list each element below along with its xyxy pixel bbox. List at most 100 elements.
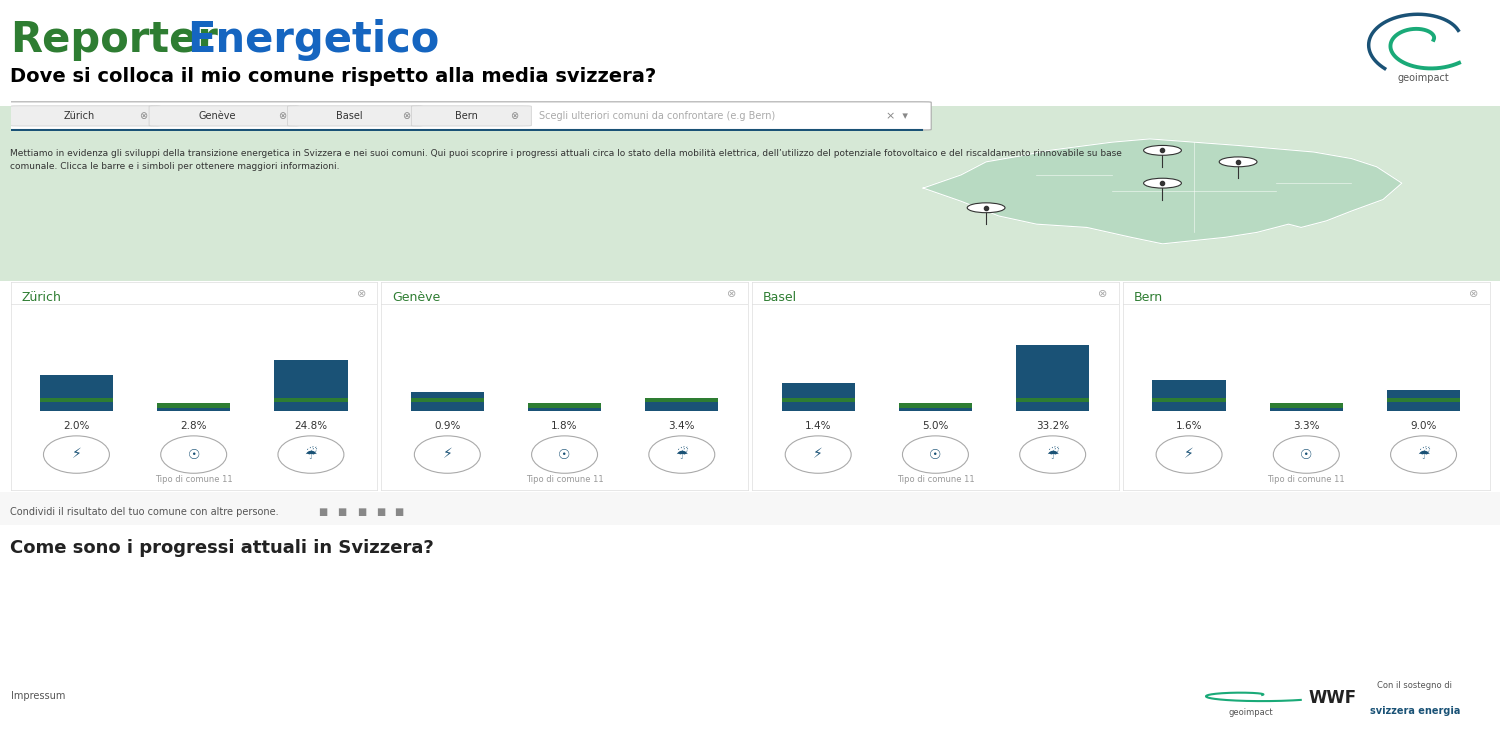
- FancyBboxPatch shape: [411, 106, 531, 126]
- Text: ☔: ☔: [1047, 448, 1059, 461]
- Text: Con il sostegno di: Con il sostegno di: [1377, 681, 1452, 690]
- Text: Mettiamo in evidenza gli sviluppi della transizione energetica in Svizzera e nei: Mettiamo in evidenza gli sviluppi della …: [10, 149, 1122, 157]
- Text: ⊗: ⊗: [1098, 289, 1107, 300]
- Bar: [1388, 390, 1460, 411]
- Text: Tipo di comune 11: Tipo di comune 11: [1268, 475, 1346, 483]
- Text: ⓘ: ⓘ: [525, 646, 531, 656]
- FancyBboxPatch shape: [0, 0, 1500, 106]
- Text: ☉: ☉: [1300, 448, 1312, 461]
- Bar: [274, 397, 348, 402]
- Text: ■: ■: [357, 507, 366, 517]
- FancyBboxPatch shape: [2, 102, 932, 130]
- Text: Scegli ulteriori comuni da confrontare (e.g Bern): Scegli ulteriori comuni da confrontare (…: [538, 111, 776, 121]
- Circle shape: [784, 436, 850, 473]
- Polygon shape: [922, 139, 1402, 243]
- Text: 31.3%: 31.3%: [1083, 594, 1227, 636]
- Text: geoimpact: geoimpact: [1398, 73, 1449, 82]
- Text: svizzera energia: svizzera energia: [1370, 706, 1460, 716]
- Text: 1.4%: 1.4%: [806, 421, 831, 432]
- Circle shape: [968, 203, 1005, 213]
- FancyBboxPatch shape: [0, 281, 1500, 492]
- Text: ☉: ☉: [188, 448, 200, 461]
- Circle shape: [1252, 581, 1500, 645]
- Circle shape: [414, 436, 480, 473]
- Text: Riscaldamento rinnovabile: Riscaldamento rinnovabile: [1029, 572, 1178, 582]
- FancyBboxPatch shape: [0, 492, 1500, 525]
- Text: 1.6%: 1.6%: [1176, 421, 1203, 432]
- Circle shape: [753, 581, 1044, 645]
- Text: Reporter: Reporter: [10, 19, 219, 61]
- Bar: [411, 392, 485, 411]
- Bar: [411, 397, 485, 402]
- Text: Genève: Genève: [393, 292, 441, 305]
- Text: 24.8%: 24.8%: [294, 421, 327, 432]
- Text: ■: ■: [376, 507, 386, 517]
- Bar: [40, 375, 112, 411]
- Text: 3.4%: 3.4%: [669, 421, 694, 432]
- Text: ☉: ☉: [884, 596, 914, 630]
- Text: Tipo di comune 11: Tipo di comune 11: [897, 475, 974, 483]
- Text: 2.8%: 2.8%: [180, 421, 207, 432]
- Text: Condividi il risultato del tuo comune con altre persone.: Condividi il risultato del tuo comune co…: [10, 507, 279, 517]
- FancyBboxPatch shape: [0, 667, 1500, 729]
- Bar: [782, 397, 855, 402]
- Bar: [645, 397, 718, 402]
- Text: COOKIES: COOKIES: [30, 713, 60, 720]
- FancyBboxPatch shape: [0, 106, 1500, 281]
- Text: 33.2%: 33.2%: [1036, 421, 1070, 432]
- Circle shape: [160, 436, 226, 473]
- FancyBboxPatch shape: [0, 525, 1500, 561]
- Text: ⚡: ⚡: [1184, 448, 1194, 461]
- FancyBboxPatch shape: [10, 106, 160, 126]
- Bar: [782, 383, 855, 411]
- Bar: [528, 403, 602, 408]
- Circle shape: [44, 436, 110, 473]
- Bar: [1388, 397, 1460, 402]
- Text: ■: ■: [318, 507, 327, 517]
- Text: ⚡: ⚡: [72, 448, 81, 461]
- Text: ⚡: ⚡: [387, 596, 411, 630]
- Text: 1.4%: 1.4%: [99, 594, 214, 636]
- Text: comunale. Clicca le barre e i simboli per ottenere maggiori informazioni.: comunale. Clicca le barre e i simboli pe…: [10, 162, 340, 171]
- Circle shape: [1220, 157, 1257, 167]
- FancyBboxPatch shape: [288, 106, 423, 126]
- Text: ⓘ: ⓘ: [1024, 646, 1030, 656]
- Text: ⊗: ⊗: [728, 289, 736, 300]
- Circle shape: [1274, 436, 1340, 473]
- Text: ⊗: ⊗: [1468, 289, 1479, 300]
- Text: ☉: ☉: [558, 448, 572, 461]
- Text: ⓘ: ⓘ: [26, 646, 32, 656]
- Circle shape: [1156, 436, 1222, 473]
- Text: Tipo di comune 11: Tipo di comune 11: [525, 475, 603, 483]
- Text: 3.3%: 3.3%: [1293, 421, 1320, 432]
- Text: Tipo di comune 11: Tipo di comune 11: [154, 475, 232, 483]
- Text: Basel: Basel: [336, 111, 363, 121]
- Text: Mobilità elettrica: Mobilità elettrica: [30, 572, 124, 582]
- Bar: [898, 405, 972, 411]
- Text: ⊗: ⊗: [278, 111, 286, 121]
- Text: ⚡: ⚡: [813, 448, 824, 461]
- FancyBboxPatch shape: [148, 106, 298, 126]
- Circle shape: [1143, 146, 1182, 155]
- Bar: [1269, 405, 1342, 411]
- Bar: [1152, 397, 1226, 402]
- Text: Energetico: Energetico: [188, 19, 440, 61]
- Text: 5.0%: 5.0%: [922, 421, 948, 432]
- Bar: [40, 397, 112, 402]
- Text: 5.1%: 5.1%: [598, 594, 714, 636]
- Text: ⚡: ⚡: [442, 448, 452, 461]
- Circle shape: [903, 436, 969, 473]
- Text: 0.9%: 0.9%: [433, 421, 460, 432]
- Text: Bern: Bern: [1134, 292, 1162, 305]
- Text: ⊗: ⊗: [140, 111, 147, 121]
- Text: Impressum: Impressum: [10, 691, 64, 701]
- Circle shape: [1143, 179, 1182, 188]
- Text: ⊗: ⊗: [357, 289, 366, 300]
- Text: ⊗: ⊗: [510, 111, 519, 121]
- Text: 1.8%: 1.8%: [552, 421, 578, 432]
- Text: Genève: Genève: [198, 111, 236, 121]
- Text: geoimpact: geoimpact: [1228, 708, 1274, 717]
- Text: Basel: Basel: [764, 292, 798, 305]
- Text: ☔: ☔: [1418, 448, 1430, 461]
- Text: ☔: ☔: [675, 448, 688, 461]
